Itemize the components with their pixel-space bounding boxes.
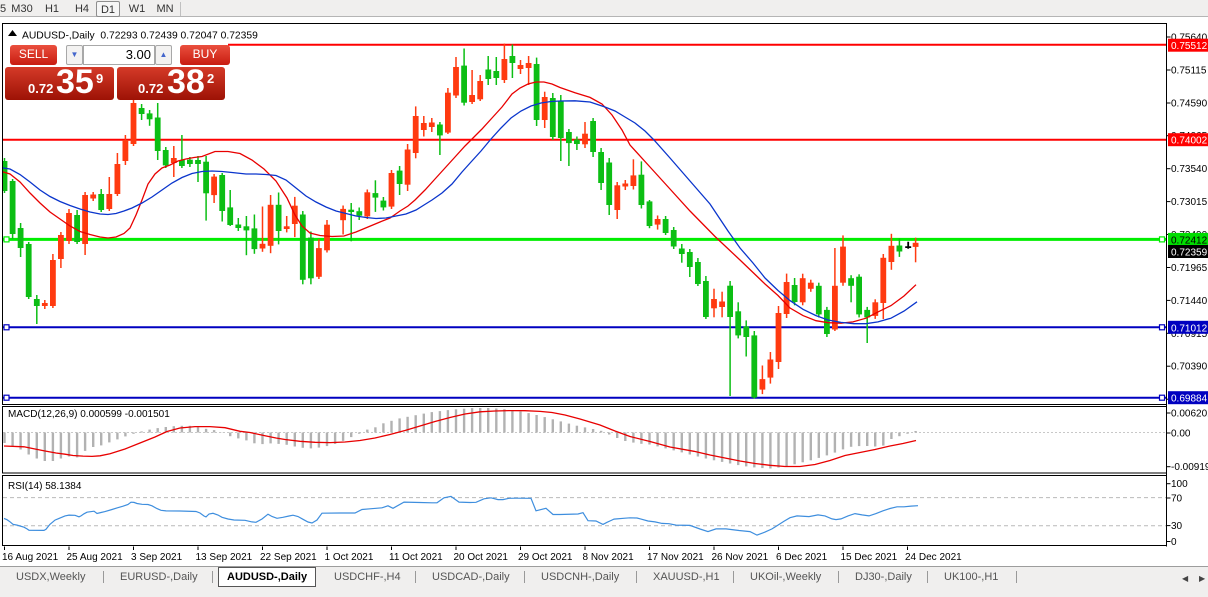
svg-text:0.70915: 0.70915	[1171, 329, 1208, 340]
svg-text:15 Dec 2021: 15 Dec 2021	[841, 552, 898, 563]
svg-text:3 Sep 2021: 3 Sep 2021	[131, 552, 183, 563]
svg-text:6 Dec 2021: 6 Dec 2021	[776, 552, 828, 563]
svg-text:17 Nov 2021: 17 Nov 2021	[647, 552, 704, 563]
svg-text:0.75640: 0.75640	[1171, 33, 1208, 44]
svg-text:RSI(14) 58.1384: RSI(14) 58.1384	[8, 481, 82, 492]
svg-text:24 Dec 2021: 24 Dec 2021	[905, 552, 962, 563]
svg-text:0.73015: 0.73015	[1171, 197, 1208, 208]
svg-text:0.70390: 0.70390	[1171, 362, 1208, 373]
svg-text:8 Nov 2021: 8 Nov 2021	[583, 552, 635, 563]
svg-text:0.74590: 0.74590	[1171, 99, 1208, 110]
svg-text:16 Aug 2021: 16 Aug 2021	[2, 552, 59, 563]
svg-text:29 Oct 2021: 29 Oct 2021	[518, 552, 573, 563]
svg-text:70: 70	[1171, 494, 1183, 505]
svg-text:26 Nov 2021: 26 Nov 2021	[712, 552, 769, 563]
svg-text:0.006201: 0.006201	[1171, 409, 1208, 420]
svg-text:0.71012: 0.71012	[1171, 323, 1208, 334]
svg-text:25 Aug 2021: 25 Aug 2021	[67, 552, 124, 563]
svg-text:0.74002: 0.74002	[1171, 136, 1208, 147]
svg-text:0.72412: 0.72412	[1171, 235, 1208, 246]
svg-text:0.72359: 0.72359	[1171, 248, 1208, 259]
svg-text:0.71440: 0.71440	[1171, 296, 1208, 307]
svg-text:-0.009197: -0.009197	[1171, 462, 1208, 473]
svg-text:1 Oct 2021: 1 Oct 2021	[325, 552, 374, 563]
svg-text:13 Sep 2021: 13 Sep 2021	[196, 552, 253, 563]
svg-text:11 Oct 2021: 11 Oct 2021	[389, 552, 443, 563]
svg-text:22 Sep 2021: 22 Sep 2021	[260, 552, 317, 563]
svg-text:20 Oct 2021: 20 Oct 2021	[454, 552, 509, 563]
svg-text:0.69884: 0.69884	[1171, 394, 1208, 405]
svg-text:0.00: 0.00	[1171, 429, 1191, 440]
svg-text:100: 100	[1171, 479, 1188, 490]
svg-text:0: 0	[1171, 537, 1177, 548]
svg-text:30: 30	[1171, 521, 1183, 532]
svg-text:0.73540: 0.73540	[1171, 164, 1208, 175]
svg-text:MACD(12,26,9) 0.000599 -0.0015: MACD(12,26,9) 0.000599 -0.001501	[8, 409, 170, 420]
svg-text:AUDUSD-,Daily 0.72293 0.72439: AUDUSD-,Daily 0.72293 0.72439 0.72047 0.…	[22, 31, 258, 42]
svg-text:0.71965: 0.71965	[1171, 263, 1208, 274]
svg-text:0.75115: 0.75115	[1171, 66, 1207, 77]
svg-text:0.75512: 0.75512	[1171, 41, 1208, 52]
